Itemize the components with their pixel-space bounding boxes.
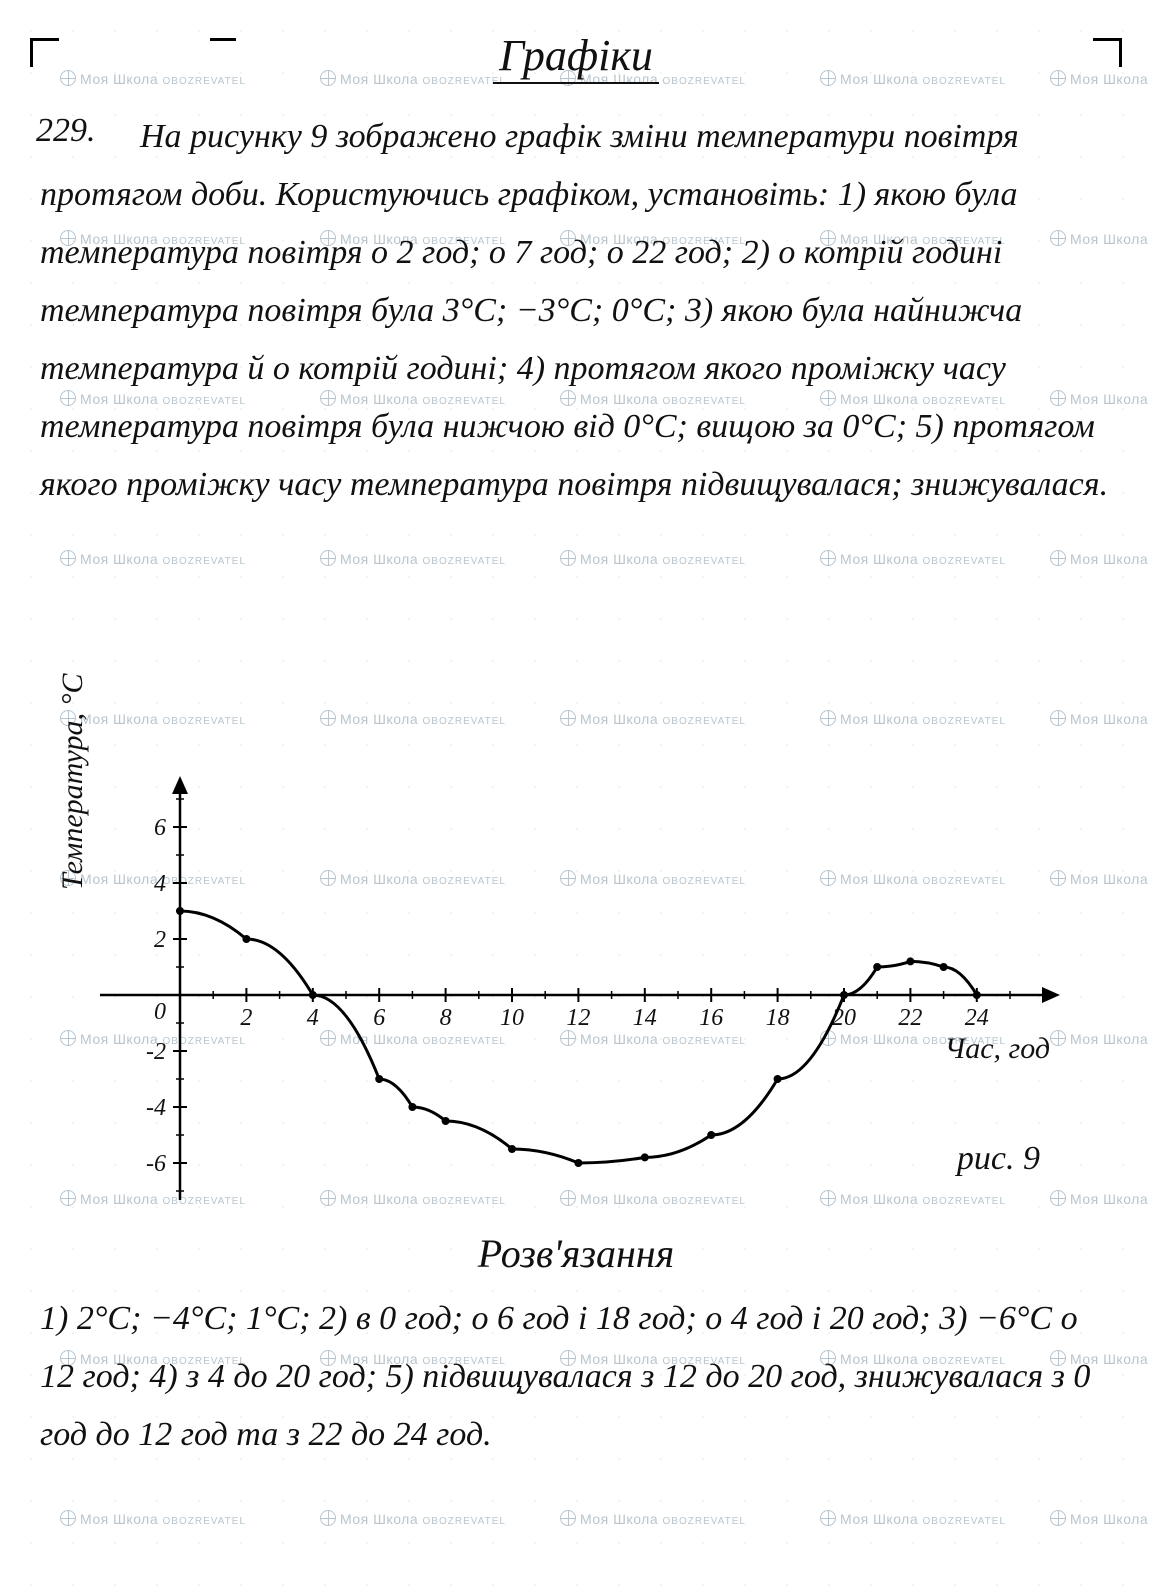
globe-icon [1050, 710, 1066, 726]
globe-icon [320, 710, 336, 726]
watermark-subtext: OBOZREVATEL [163, 556, 246, 567]
watermark-subtext: OBOZREVATEL [923, 556, 1006, 567]
globe-icon [820, 550, 836, 566]
watermark-text: Моя Школа [580, 551, 658, 567]
watermark: Моя Школа OBOZREVATEL [320, 710, 506, 727]
svg-text:-2: -2 [146, 1039, 166, 1065]
page-title: Графіки [0, 30, 1152, 81]
x-axis-label: Час, год [945, 1032, 1050, 1066]
watermark: Моя Школа OBOZREVATEL [320, 550, 506, 567]
svg-text:10: 10 [500, 1005, 524, 1031]
watermark-subtext: OBOZREVATEL [923, 716, 1006, 727]
watermark-text: Моя Школа [1070, 551, 1148, 567]
watermark-subtext: OBOZREVATEL [163, 716, 246, 727]
globe-icon [320, 1510, 336, 1526]
watermark-subtext: OBOZREVATEL [163, 1516, 246, 1527]
watermark-text: Моя Школа [340, 711, 418, 727]
watermark-text: Моя Школа [1070, 711, 1148, 727]
svg-text:24: 24 [965, 1005, 989, 1031]
svg-text:4: 4 [154, 871, 166, 897]
watermark-subtext: OBOZREVATEL [423, 1516, 506, 1527]
svg-text:6: 6 [154, 815, 166, 841]
svg-text:22: 22 [898, 1005, 922, 1031]
watermark: Моя Школа OBOZREVATEL [560, 550, 746, 567]
watermark-text: Моя Школа [80, 1511, 158, 1527]
y-axis-label: Температура, °C [56, 674, 90, 890]
svg-text:-6: -6 [146, 1151, 166, 1177]
watermark-text: Моя Школа [1070, 871, 1148, 887]
chart-svg: -6-4-2246024681012141618202224 [70, 770, 1070, 1220]
watermark: Моя Школа OBOZREVATEL [1050, 710, 1152, 727]
globe-icon [1050, 1510, 1066, 1526]
svg-text:14: 14 [633, 1005, 657, 1031]
watermark-text: Моя Школа [840, 1511, 918, 1527]
svg-text:12: 12 [566, 1005, 590, 1031]
watermark-text: Моя Школа [840, 711, 918, 727]
watermark-subtext: OBOZREVATEL [923, 1516, 1006, 1527]
svg-text:2: 2 [240, 1005, 252, 1031]
watermark: Моя Школа OBOZREVATEL [560, 710, 746, 727]
watermark: Моя Школа OBOZREVATEL [820, 550, 1006, 567]
globe-icon [560, 710, 576, 726]
watermark-subtext: OBOZREVATEL [423, 716, 506, 727]
watermark-subtext: OBOZREVATEL [423, 556, 506, 567]
watermark-text: Моя Школа [340, 1511, 418, 1527]
svg-text:18: 18 [766, 1005, 790, 1031]
temperature-chart: Температура, °C Час, год рис. 9 -6-4-224… [70, 770, 1070, 1220]
watermark: Моя Школа OBOZREVATEL [820, 710, 1006, 727]
svg-text:4: 4 [307, 1005, 319, 1031]
watermark-text: Моя Школа [80, 551, 158, 567]
globe-icon [1050, 550, 1066, 566]
watermark-text: Моя Школа [1070, 1191, 1148, 1207]
svg-text:2: 2 [154, 927, 166, 953]
watermark-text: Моя Школа [840, 551, 918, 567]
watermark: Моя Школа OBOZREVATEL [60, 1510, 246, 1527]
watermark-text: Моя Школа [340, 551, 418, 567]
solution-text: 1) 2°C; −4°C; 1°C; 2) в 0 год; о 6 год і… [40, 1290, 1112, 1464]
watermark: Моя Школа OBOZREVATEL [320, 1510, 506, 1527]
globe-icon [820, 1510, 836, 1526]
globe-icon [60, 550, 76, 566]
svg-text:-4: -4 [146, 1095, 166, 1121]
svg-text:16: 16 [699, 1005, 723, 1031]
globe-icon [560, 550, 576, 566]
watermark: Моя Школа OBOZREVATEL [560, 1510, 746, 1527]
watermark-text: Моя Школа [580, 711, 658, 727]
watermark: Моя Школа OBOZREVATEL [820, 1510, 1006, 1527]
svg-text:0: 0 [154, 999, 166, 1025]
watermark: Моя Школа OBOZREVATEL [1050, 550, 1152, 567]
watermark: Моя Школа OBOZREVATEL [1050, 1510, 1152, 1527]
globe-icon [560, 1510, 576, 1526]
page-title-text: Графіки [493, 31, 659, 84]
watermark-subtext: OBOZREVATEL [663, 1516, 746, 1527]
watermark-text: Моя Школа [580, 1511, 658, 1527]
svg-text:6: 6 [373, 1005, 385, 1031]
solution-title: Розв'язання [0, 1230, 1152, 1277]
watermark-text: Моя Школа [1070, 1511, 1148, 1527]
problem-text: На рисунку 9 зображено графік зміни темп… [40, 108, 1112, 514]
watermark-text: Моя Школа [1070, 1031, 1148, 1047]
svg-text:8: 8 [440, 1005, 452, 1031]
watermark-subtext: OBOZREVATEL [663, 556, 746, 567]
globe-icon [320, 550, 336, 566]
figure-label: рис. 9 [957, 1140, 1040, 1178]
watermark-text: Моя Школа [80, 711, 158, 727]
watermark: Моя Школа OBOZREVATEL [60, 550, 246, 567]
globe-icon [60, 1510, 76, 1526]
watermark-subtext: OBOZREVATEL [663, 716, 746, 727]
globe-icon [820, 710, 836, 726]
